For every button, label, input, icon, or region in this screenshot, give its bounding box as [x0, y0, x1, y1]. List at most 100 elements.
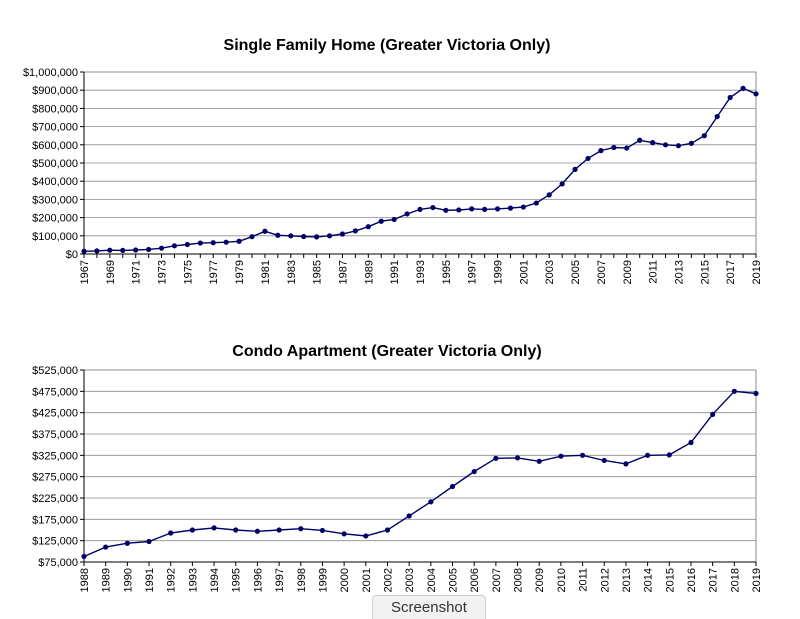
data-point — [469, 206, 475, 212]
data-point — [740, 85, 746, 91]
x-tick-label: 2007 — [596, 260, 608, 284]
data-point — [81, 248, 87, 254]
data-point — [753, 91, 759, 97]
chart-title: Condo Apartment (Greater Victoria Only) — [232, 343, 541, 360]
x-tick-label: 2019 — [751, 568, 763, 592]
data-point — [189, 527, 195, 533]
x-tick-label: 2017 — [708, 568, 720, 592]
data-point — [585, 155, 591, 162]
data-point — [249, 234, 255, 240]
data-point — [456, 207, 462, 213]
data-point — [710, 411, 716, 417]
x-tick-label: 1971 — [131, 260, 143, 284]
data-point — [276, 527, 282, 533]
x-tick-label: 1985 — [312, 260, 324, 284]
data-point — [352, 228, 358, 234]
x-tick-label: 1987 — [337, 260, 349, 284]
data-point — [731, 388, 737, 394]
data-point — [211, 525, 217, 531]
x-tick-label: 1988 — [79, 568, 91, 592]
data-point — [493, 455, 499, 461]
data-point — [666, 452, 672, 458]
y-tick-label: $325,000 — [32, 450, 78, 462]
data-point — [753, 390, 759, 397]
data-point — [406, 513, 412, 519]
data-point — [133, 247, 139, 253]
data-point — [288, 233, 294, 239]
data-point — [598, 148, 604, 154]
x-tick-label: 1995 — [231, 568, 243, 592]
data-point — [714, 113, 720, 120]
x-tick-label: 1997 — [467, 260, 479, 284]
screenshot-button[interactable]: Screenshot — [372, 595, 486, 619]
data-point — [254, 528, 261, 534]
data-point — [314, 234, 320, 240]
data-point — [404, 211, 410, 217]
data-point — [558, 453, 564, 459]
data-point — [623, 461, 629, 467]
data-point — [341, 531, 347, 537]
y-tick-label: $300,000 — [32, 194, 78, 206]
x-tick-label: 1989 — [363, 260, 375, 284]
data-point — [471, 468, 477, 475]
data-point — [579, 452, 586, 458]
data-point — [107, 247, 113, 253]
x-tick-label: 1975 — [182, 260, 194, 284]
single-family-home-chart: Single Family Home (Greater Victoria Onl… — [23, 37, 763, 284]
data-point — [645, 452, 651, 458]
x-tick-label: 2002 — [382, 568, 394, 592]
data-point — [319, 527, 326, 534]
x-tick-label: 2009 — [534, 568, 546, 592]
data-point — [688, 439, 694, 446]
series-line — [83, 390, 757, 558]
x-tick-label: 1977 — [208, 260, 220, 284]
data-point — [146, 538, 152, 545]
data-point — [146, 246, 152, 253]
plot-area — [83, 369, 757, 563]
y-tick-label: $700,000 — [32, 122, 78, 134]
data-point — [520, 204, 526, 210]
data-point — [637, 137, 643, 143]
data-point — [120, 247, 126, 253]
data-point — [507, 205, 514, 211]
data-point — [223, 239, 229, 245]
x-tick-label: 2000 — [339, 568, 351, 592]
x-tick-label: 2011 — [578, 568, 590, 592]
y-tick-label: $375,000 — [32, 429, 78, 441]
x-tick-label: 2013 — [621, 568, 633, 592]
data-point — [233, 527, 239, 533]
x-tick-label: 1999 — [493, 260, 505, 284]
x-tick-label: 1993 — [187, 568, 199, 592]
x-tick-label: 2014 — [643, 568, 655, 592]
data-point — [624, 145, 630, 151]
y-tick-label: $1,000,000 — [23, 67, 78, 79]
y-tick-label: $800,000 — [32, 103, 78, 115]
data-point — [326, 233, 333, 239]
x-tick-label: 1989 — [101, 568, 113, 592]
data-point — [236, 238, 242, 244]
data-point — [701, 133, 707, 139]
y-tick-label: $100,000 — [32, 231, 78, 243]
chart-title: Single Family Home (Greater Victoria Onl… — [224, 37, 551, 54]
x-tick-label: 1995 — [441, 260, 453, 284]
data-point — [103, 544, 109, 550]
data-point — [662, 142, 669, 148]
y-tick-label: $225,000 — [32, 493, 78, 505]
data-point — [384, 527, 391, 533]
data-point — [546, 192, 552, 198]
x-tick-label: 2003 — [404, 568, 416, 592]
y-tick-label: $275,000 — [32, 472, 78, 484]
x-tick-label: 2016 — [686, 568, 698, 592]
data-point — [449, 483, 456, 490]
data-point — [365, 224, 371, 230]
x-tick-label: 1993 — [415, 260, 427, 284]
x-tick-label: 2007 — [491, 568, 503, 592]
data-point — [482, 206, 488, 213]
x-tick-label: 1991 — [389, 260, 401, 284]
data-point — [378, 218, 384, 224]
y-tick-label: $425,000 — [32, 408, 78, 420]
data-point — [688, 140, 694, 146]
data-point — [611, 144, 617, 151]
x-tick-label: 2008 — [513, 568, 525, 592]
x-tick-label: 1973 — [157, 260, 169, 284]
